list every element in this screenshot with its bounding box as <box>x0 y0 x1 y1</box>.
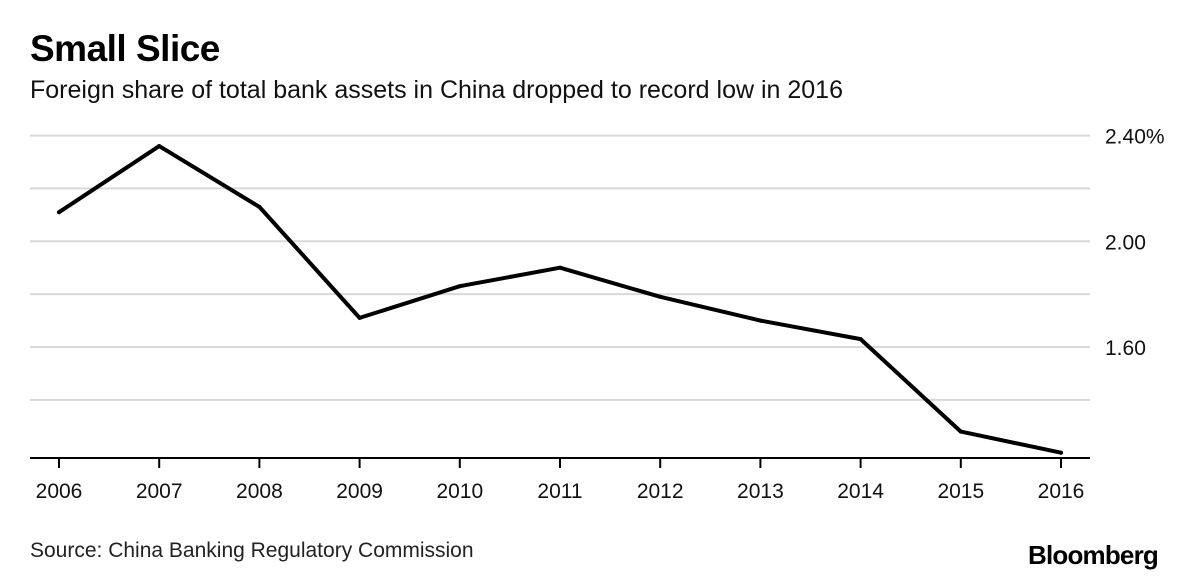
x-tick-label: 2007 <box>136 480 183 503</box>
data-point <box>1059 450 1063 455</box>
data-point <box>758 318 763 323</box>
y-tick-label: 2.00 <box>1105 231 1146 254</box>
x-tick-label: 2014 <box>837 480 884 503</box>
x-axis: 2006 2007 2008 2009 2010 2011 2012 2013 2014 2015… <box>30 457 1090 503</box>
x-tick-label: 2013 <box>737 480 784 503</box>
x-tick-label: 2016 <box>1038 480 1085 503</box>
x-tick-label: 2006 <box>36 480 83 503</box>
chart-subtitle: Foreign share of total bank assets in Ch… <box>30 76 843 104</box>
x-tick-label: 2015 <box>937 480 984 503</box>
x-tick-label: 2010 <box>436 480 483 503</box>
y-axis-tick-labels: 1.60 2.00 2.40% <box>1105 126 1165 360</box>
chart-title: Small Slice <box>30 28 220 69</box>
y-tick-label: 2.40% <box>1105 126 1165 149</box>
data-point <box>157 144 162 149</box>
bloomberg-logo: Bloomberg <box>1027 540 1159 570</box>
x-tick-label: 2009 <box>336 480 383 503</box>
data-point <box>658 294 663 299</box>
data-point <box>257 204 262 209</box>
x-tick-label: 2011 <box>537 480 582 503</box>
data-point <box>958 429 963 434</box>
y-tick-label: 1.60 <box>1105 337 1146 360</box>
x-tick-label: 2012 <box>637 480 684 503</box>
series-line <box>57 144 1063 455</box>
x-tick-label: 2008 <box>236 480 283 503</box>
data-point <box>457 284 462 289</box>
series-layer <box>57 144 1063 455</box>
data-point <box>558 265 562 270</box>
data-point <box>57 210 61 215</box>
data-point <box>357 315 362 320</box>
source-note: Source: China Banking Regulatory Commiss… <box>30 539 474 562</box>
gridlines <box>30 134 1090 401</box>
data-point <box>858 337 863 342</box>
